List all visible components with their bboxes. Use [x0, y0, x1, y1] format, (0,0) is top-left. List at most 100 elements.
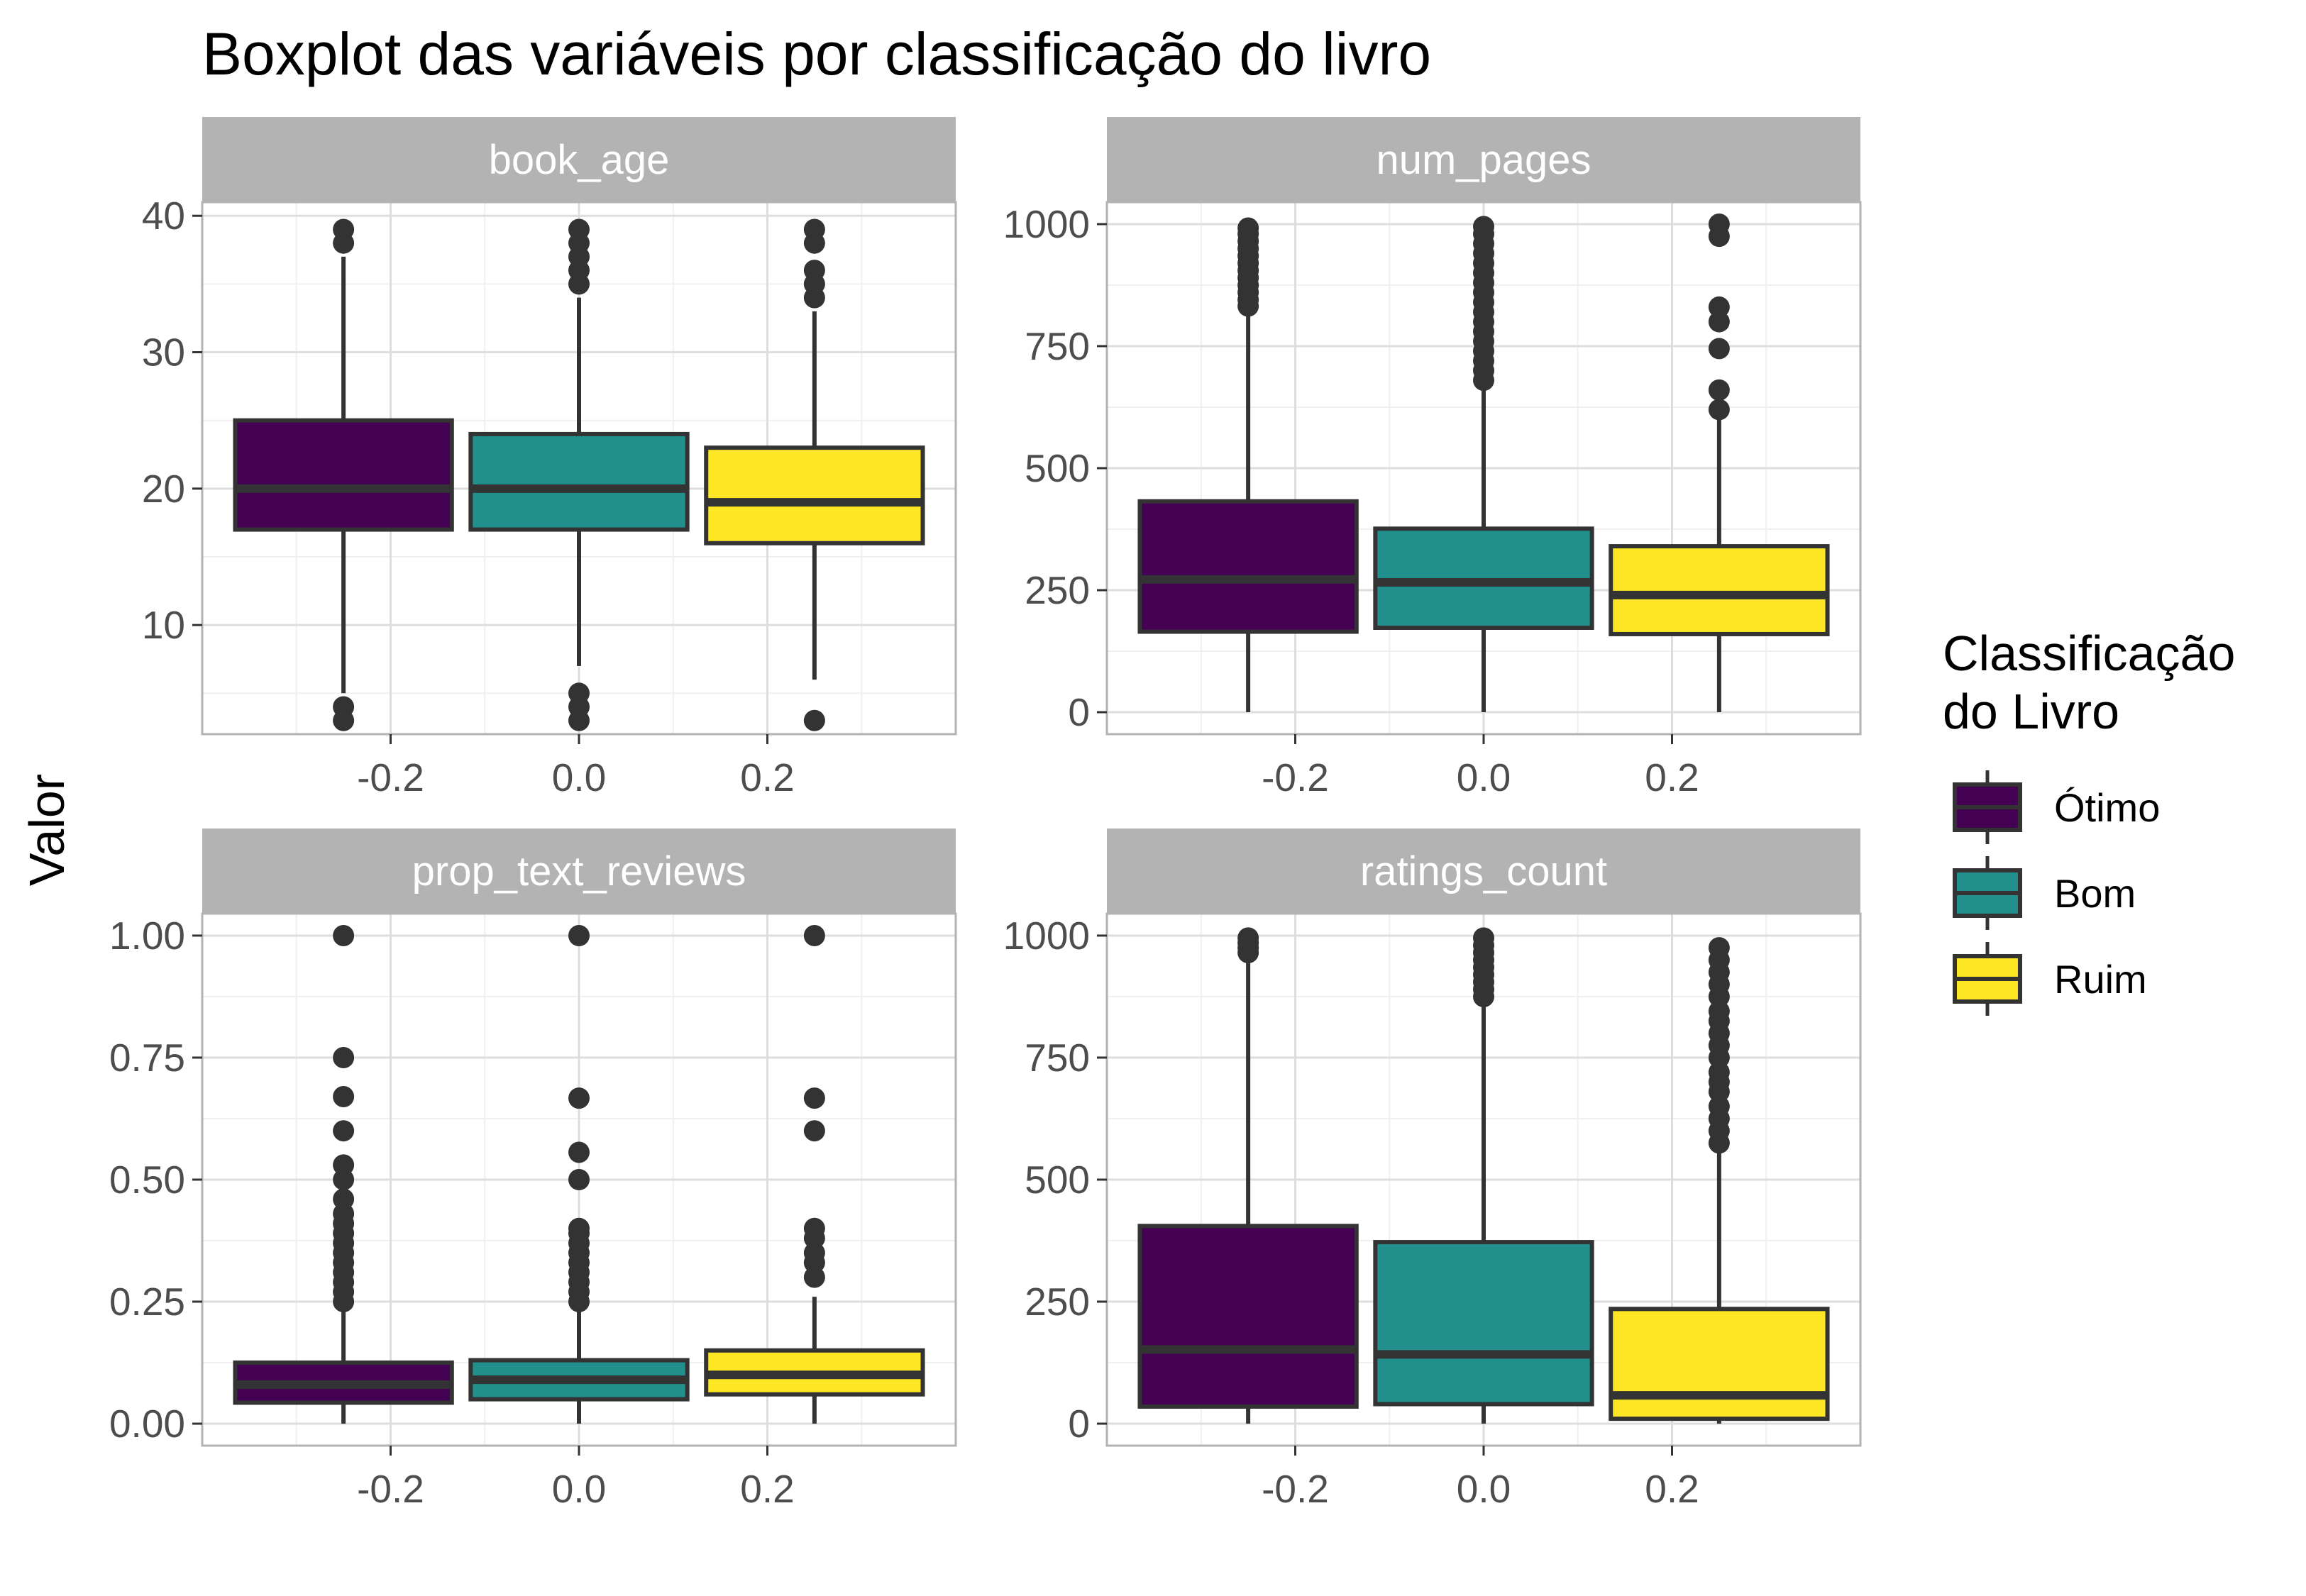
- box-body: [1609, 1307, 1830, 1422]
- outlier-point: [1708, 399, 1730, 421]
- y-tick-label: 10: [142, 603, 185, 647]
- x-tick-label: -0.2: [357, 1467, 424, 1511]
- strip-label: num_pages: [1376, 137, 1591, 183]
- outlier-point: [1708, 1095, 1730, 1117]
- y-tick-label: 0.50: [109, 1158, 185, 1202]
- outlier-point: [333, 1169, 355, 1190]
- y-tick-label: 0.25: [109, 1280, 185, 1324]
- box-Ótimo: [1137, 927, 1359, 1424]
- y-axis-label: Valor: [19, 774, 75, 886]
- outlier-point: [333, 1086, 355, 1108]
- box-body: [1137, 1224, 1359, 1409]
- box-Ótimo: [233, 924, 454, 1424]
- x-tick-label: 0.0: [552, 755, 606, 799]
- outlier-point: [568, 682, 590, 704]
- outlier-point: [803, 218, 825, 240]
- y-tick-label: 750: [1025, 324, 1090, 368]
- legend-title: Classificação: [1943, 626, 2235, 681]
- box-body: [1137, 499, 1359, 634]
- box-Bom: [1373, 216, 1594, 713]
- outlier-point: [568, 1141, 590, 1163]
- outlier-point: [803, 260, 825, 282]
- panel-num_pages: num_pages 0 250 500 750 1000 -0.2 0.0 0.2: [1003, 117, 1862, 799]
- box-Ótimo: [1137, 217, 1359, 713]
- legend-label: Ruim: [2054, 957, 2147, 1002]
- strip-background: [1107, 829, 1860, 914]
- outlier-point: [568, 218, 590, 240]
- y-tick-label: 250: [1025, 568, 1090, 612]
- strip-label: book_age: [489, 137, 670, 183]
- outlier-point: [803, 1120, 825, 1142]
- outlier-point: [1473, 216, 1494, 238]
- y-tick-label: 1000: [1003, 202, 1090, 246]
- outlier-point: [1708, 379, 1730, 401]
- legend-title: do Livro: [1943, 684, 2119, 739]
- box-body: [1609, 544, 1830, 636]
- outlier-point: [1708, 213, 1730, 235]
- outlier-point: [803, 1217, 825, 1239]
- outlier-point: [333, 1154, 355, 1176]
- y-tick-label: 0: [1068, 690, 1090, 734]
- outlier-point: [1237, 217, 1259, 239]
- outlier-point: [1473, 927, 1494, 949]
- box-Ruim: [1609, 213, 1830, 713]
- outlier-point: [1708, 1061, 1730, 1083]
- strip-background: [202, 829, 956, 914]
- chart-title: Boxplot das variáveis por classificação …: [202, 21, 1431, 87]
- y-tick-label: 500: [1025, 1158, 1090, 1202]
- box-Ótimo: [233, 218, 454, 731]
- box-Ruim: [1609, 937, 1830, 1424]
- x-tick-label: -0.2: [1262, 755, 1329, 799]
- legend-item-Ruim: Ruim: [1953, 942, 2147, 1016]
- outlier-point: [803, 1266, 825, 1288]
- y-tick-label: 750: [1025, 1036, 1090, 1080]
- outlier-point: [803, 1087, 825, 1109]
- outlier-point: [333, 1188, 355, 1210]
- outlier-point: [1708, 338, 1730, 360]
- y-tick-label: 500: [1025, 446, 1090, 490]
- box-body: [704, 445, 925, 545]
- panel-book_age: book_age 10 20 30 40 -0.2 0.0 0.2: [142, 117, 957, 799]
- y-tick-label: 1000: [1003, 914, 1090, 958]
- x-tick-label: -0.2: [1262, 1467, 1329, 1511]
- y-tick-label: 250: [1025, 1280, 1090, 1324]
- y-tick-label: 40: [142, 194, 185, 238]
- outlier-point: [568, 924, 590, 946]
- outlier-point: [333, 1120, 355, 1142]
- box-body: [1373, 1240, 1594, 1407]
- y-tick-label: 0.00: [109, 1402, 185, 1446]
- outlier-point: [333, 1203, 355, 1225]
- x-tick-label: 0.2: [740, 755, 794, 799]
- outlier-point: [333, 1046, 355, 1068]
- y-tick-label: 20: [142, 467, 185, 511]
- box-Ruim: [704, 924, 925, 1424]
- strip-label: prop_text_reviews: [412, 848, 746, 894]
- x-tick-label: 0.0: [1457, 755, 1511, 799]
- box-Bom: [468, 924, 690, 1424]
- outlier-point: [333, 218, 355, 240]
- outlier-point: [568, 1217, 590, 1239]
- box-Bom: [468, 218, 690, 731]
- outlier-point: [568, 1087, 590, 1109]
- outlier-point: [1237, 927, 1259, 949]
- strip-background: [1107, 117, 1860, 202]
- box-Ruim: [704, 218, 925, 731]
- outlier-point: [1708, 1000, 1730, 1022]
- outlier-point: [803, 709, 825, 731]
- outlier-point: [1708, 311, 1730, 333]
- box-body: [468, 431, 690, 532]
- outlier-point: [333, 696, 355, 718]
- legend-label: Bom: [2054, 871, 2136, 916]
- panel-prop_text_reviews: prop_text_reviews 0.00 0.25 0.50 0.75 1.00 -0.…: [109, 829, 957, 1511]
- legend-item-Ótimo: Ótimo: [1953, 770, 2160, 844]
- x-tick-label: 0.0: [552, 1467, 606, 1511]
- outlier-point: [333, 924, 355, 946]
- box-body: [233, 418, 454, 532]
- x-tick-label: 0.2: [740, 1467, 794, 1511]
- y-tick-label: 0: [1068, 1402, 1090, 1446]
- outlier-point: [803, 1242, 825, 1264]
- outlier-point: [1708, 937, 1730, 959]
- outlier-point: [803, 924, 825, 946]
